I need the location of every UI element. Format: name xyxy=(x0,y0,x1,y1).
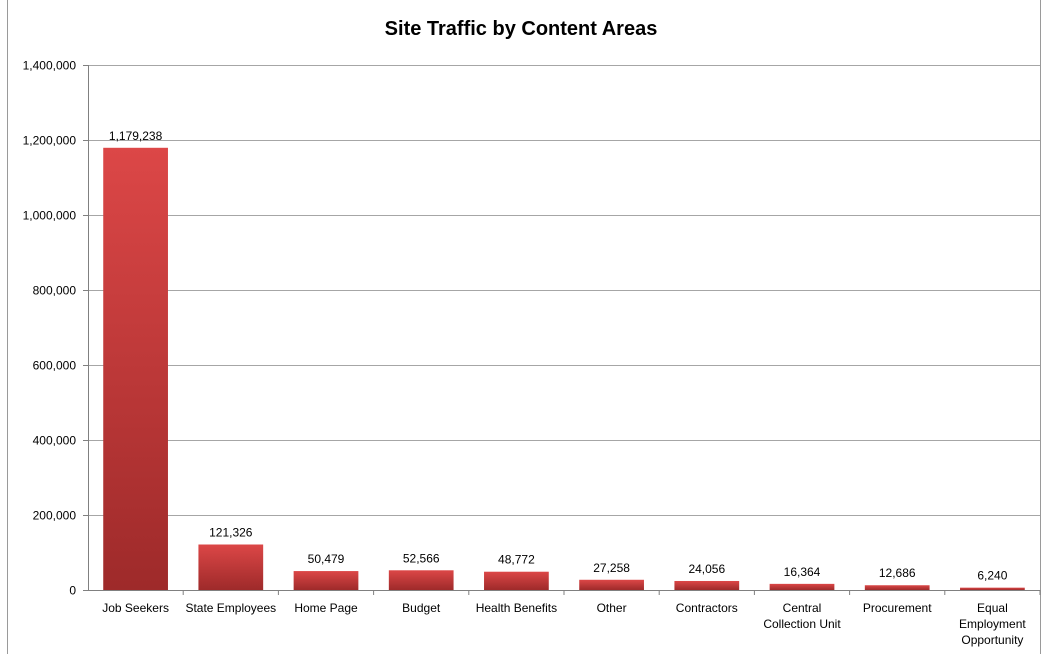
bar xyxy=(388,570,454,590)
chart-frame xyxy=(7,0,1041,654)
data-label: 50,479 xyxy=(308,552,345,566)
x-tick-label: Home Page xyxy=(294,601,358,615)
chart-title: Site Traffic by Content Areas xyxy=(384,18,658,40)
x-tick-label: Equal Employment Opportunity xyxy=(959,601,1026,647)
x-tick-label: Budget xyxy=(402,601,441,615)
y-tick-label: 1,200,000 xyxy=(23,134,77,148)
y-tick-label: 400,000 xyxy=(33,434,77,448)
data-label: 121,326 xyxy=(209,526,253,540)
data-label: 16,364 xyxy=(784,565,821,579)
x-tick-label: Job Seekers xyxy=(102,601,169,615)
bar xyxy=(484,571,549,590)
x-tick-label: Other xyxy=(597,601,627,615)
y-tick-label: 200,000 xyxy=(33,509,77,523)
data-label: 12,686 xyxy=(879,566,916,580)
axes xyxy=(83,65,1041,595)
y-tick-label: 1,000,000 xyxy=(23,209,77,223)
x-tick-label: Contractors xyxy=(676,601,738,615)
y-tick-label: 0 xyxy=(69,584,76,598)
data-label: 52,566 xyxy=(403,551,440,565)
y-tick-label: 600,000 xyxy=(33,359,77,373)
x-tick-label: Procurement xyxy=(863,601,932,615)
y-tick-label: 1,400,000 xyxy=(23,59,77,73)
bar xyxy=(960,587,1025,590)
data-label: 48,772 xyxy=(498,553,535,567)
bar xyxy=(198,544,264,590)
bar xyxy=(864,585,930,590)
bar xyxy=(579,579,644,590)
bar xyxy=(293,571,359,590)
labels: 0 200,000 400,000 600,000 800,000 1,000,000 1,… xyxy=(23,59,1027,648)
x-tick-label: State Employees xyxy=(185,601,276,615)
bar xyxy=(769,583,835,590)
data-label: 6,240 xyxy=(977,569,1007,583)
y-tick-label: 800,000 xyxy=(33,284,77,298)
bars xyxy=(103,147,1025,590)
data-label: 1,179,238 xyxy=(109,129,163,143)
data-label: 27,258 xyxy=(593,561,630,575)
bar xyxy=(103,147,168,590)
bar xyxy=(674,580,740,590)
data-label: 24,056 xyxy=(688,562,725,576)
x-tick-label: Health Benefits xyxy=(476,601,557,615)
gridlines xyxy=(88,65,1040,516)
x-tick-label: Central Collection Unit xyxy=(763,601,841,631)
